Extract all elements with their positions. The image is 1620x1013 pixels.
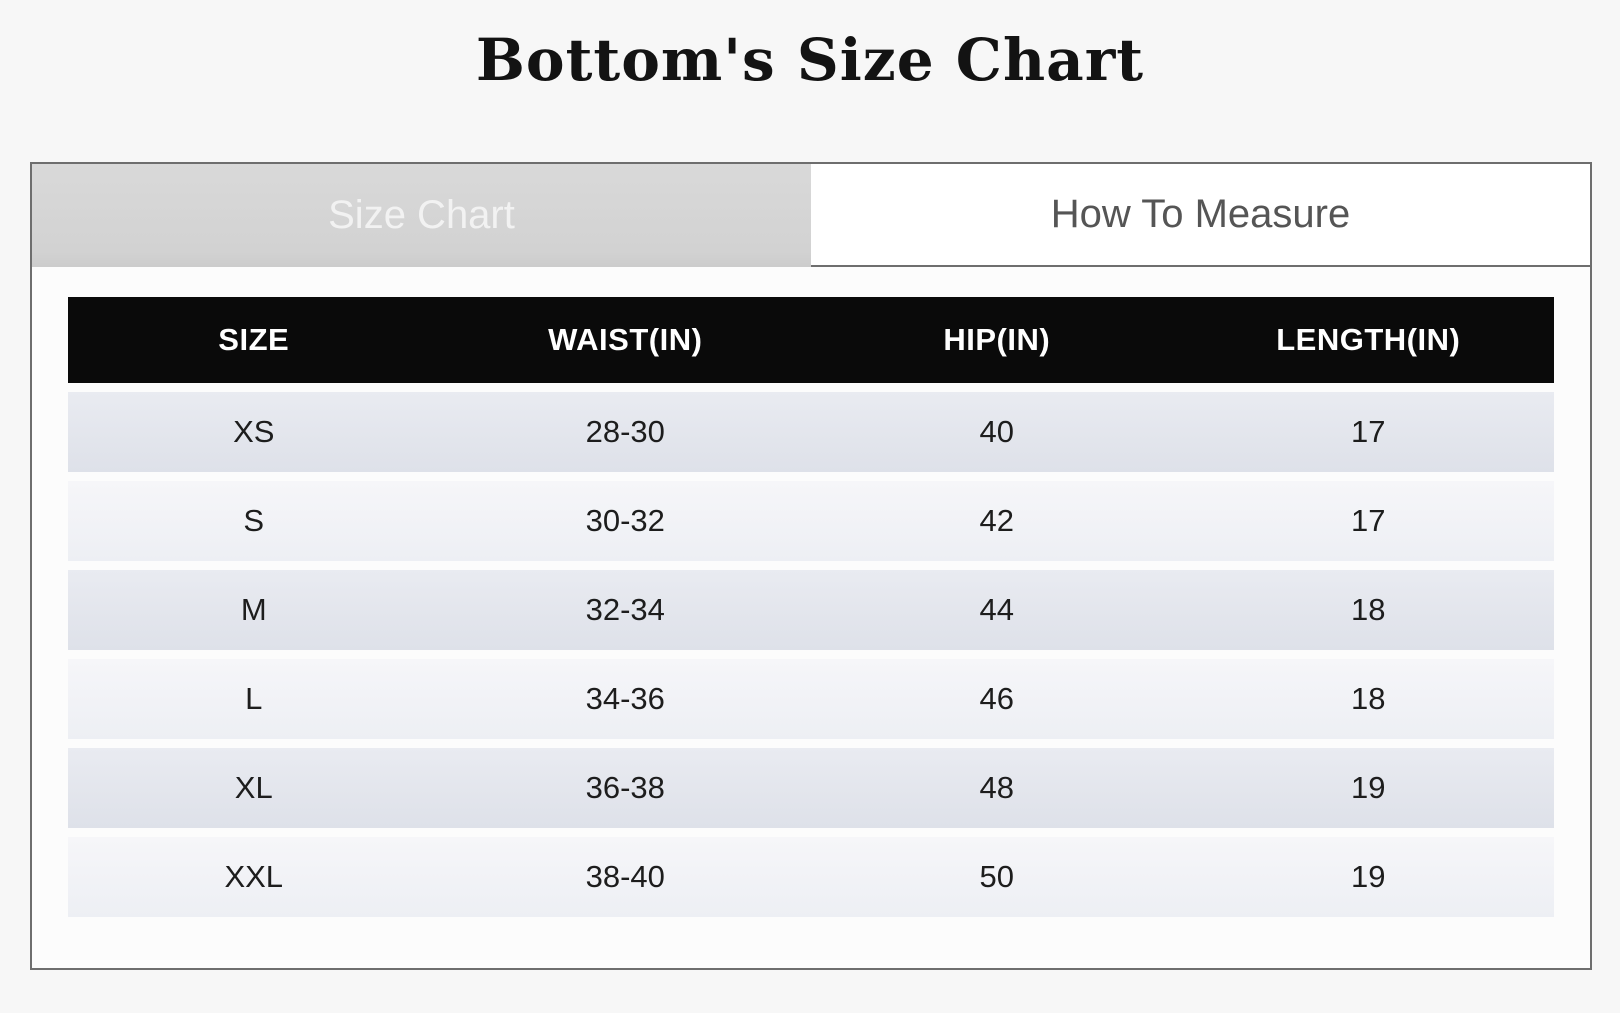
table-row-xl: XL 36-38 48 19 — [68, 748, 1554, 828]
cell-hip: 40 — [811, 392, 1183, 472]
table-row-m: M 32-34 44 18 — [68, 570, 1554, 650]
cell-size: XS — [68, 392, 440, 472]
cell-waist: 36-38 — [439, 748, 811, 828]
cell-size: S — [68, 481, 440, 561]
cell-length: 17 — [1182, 481, 1554, 561]
cell-length: 18 — [1182, 570, 1554, 650]
cell-waist: 28-30 — [439, 392, 811, 472]
cell-waist: 32-34 — [439, 570, 811, 650]
table-header-row: SIZE WAIST(IN) HIP(IN) LENGTH(IN) — [68, 297, 1554, 383]
cell-hip: 50 — [811, 837, 1183, 917]
column-header-size: SIZE — [68, 297, 440, 383]
table-row-s: S 30-32 42 17 — [68, 481, 1554, 561]
size-table: SIZE WAIST(IN) HIP(IN) LENGTH(IN) XS 28-… — [68, 288, 1554, 926]
column-header-hip: HIP(IN) — [811, 297, 1183, 383]
column-header-waist: WAIST(IN) — [439, 297, 811, 383]
cell-length: 17 — [1182, 392, 1554, 472]
tab-size-chart[interactable]: Size Chart — [32, 164, 811, 267]
cell-hip: 48 — [811, 748, 1183, 828]
table-row-xs: XS 28-30 40 17 — [68, 392, 1554, 472]
column-header-length: LENGTH(IN) — [1182, 297, 1554, 383]
table-row-l: L 34-36 46 18 — [68, 659, 1554, 739]
cell-hip: 44 — [811, 570, 1183, 650]
cell-hip: 42 — [811, 481, 1183, 561]
size-chart-panel: Size Chart How To Measure SIZE WAIST(IN)… — [30, 162, 1592, 970]
cell-length: 19 — [1182, 837, 1554, 917]
tab-how-to-measure[interactable]: How To Measure — [811, 164, 1590, 267]
cell-length: 19 — [1182, 748, 1554, 828]
cell-size: M — [68, 570, 440, 650]
cell-size: XXL — [68, 837, 440, 917]
page-title: Bottom's Size Chart — [475, 26, 1145, 94]
tab-bar: Size Chart How To Measure — [32, 164, 1590, 267]
cell-hip: 46 — [811, 659, 1183, 739]
cell-size: XL — [68, 748, 440, 828]
table-row-xxl: XXL 38-40 50 19 — [68, 837, 1554, 917]
cell-waist: 34-36 — [439, 659, 811, 739]
cell-waist: 38-40 — [439, 837, 811, 917]
cell-waist: 30-32 — [439, 481, 811, 561]
cell-length: 18 — [1182, 659, 1554, 739]
cell-size: L — [68, 659, 440, 739]
tab-content: SIZE WAIST(IN) HIP(IN) LENGTH(IN) XS 28-… — [32, 267, 1590, 926]
